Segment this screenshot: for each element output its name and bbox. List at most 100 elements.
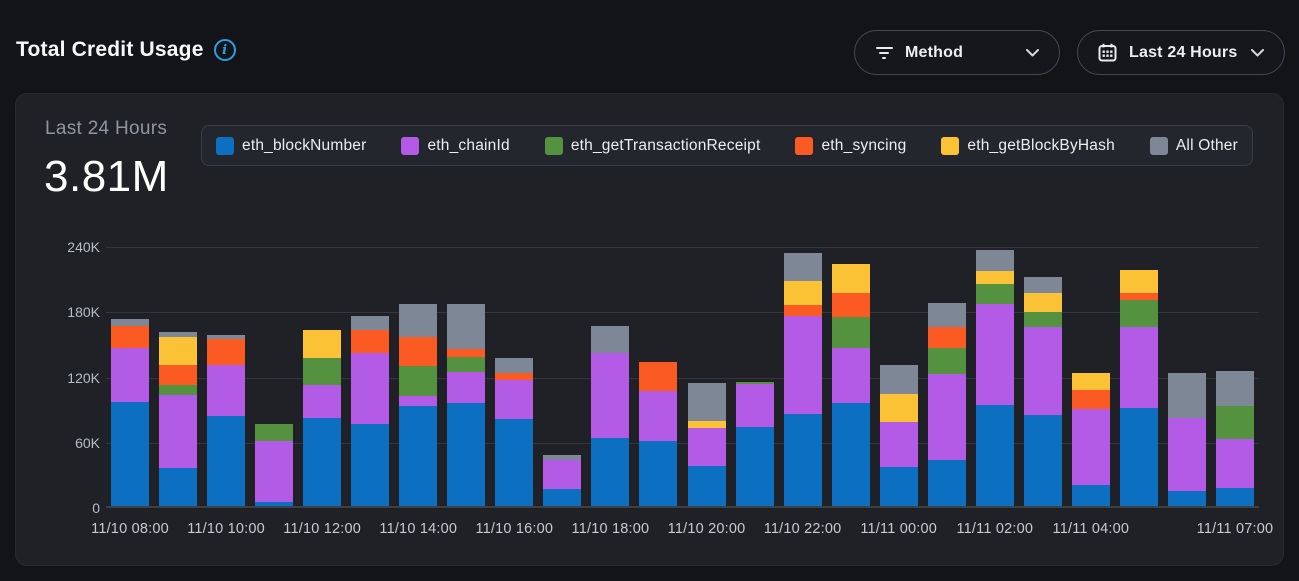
bar-segment <box>159 395 198 468</box>
x-axis-label: 11/10 14:00 <box>379 521 458 537</box>
bar-segment <box>1071 389 1110 410</box>
legend-item[interactable]: eth_getBlockByHash <box>941 136 1115 155</box>
legend-item[interactable]: eth_getTransactionReceipt <box>544 136 761 155</box>
bar <box>1216 371 1254 506</box>
bar-segment <box>1023 414 1062 506</box>
bar <box>927 302 966 506</box>
bar-segment <box>783 252 822 281</box>
bar-segment <box>1216 405 1254 439</box>
x-axis-label: 11/11 02:00 <box>956 521 1034 537</box>
bar-segment <box>735 382 774 385</box>
method-filter-label: Method <box>905 43 964 61</box>
bar-segment <box>831 348 870 403</box>
legend-label: eth_getBlockByHash <box>967 136 1115 154</box>
legend-swatch <box>795 136 814 155</box>
legend-item[interactable]: All Other <box>1149 136 1238 155</box>
bar-segment <box>927 348 966 375</box>
bar-segment <box>783 280 822 305</box>
bar-segment <box>1119 300 1158 327</box>
bar-segment <box>399 365 438 397</box>
bar-segment <box>399 405 438 506</box>
summary-period-label: Last 24 Hours <box>45 118 168 139</box>
legend-swatch <box>941 136 960 155</box>
bar-segment <box>783 413 822 506</box>
page-title: Total Credit Usage <box>16 38 204 61</box>
method-filter-dropdown[interactable]: Method <box>854 30 1060 75</box>
bar-segment <box>687 427 726 466</box>
x-axis-label: 11/10 20:00 <box>667 521 746 537</box>
calendar-icon <box>1098 43 1117 62</box>
bar-segment <box>351 329 390 353</box>
legend-swatch <box>401 136 420 155</box>
bar-segment <box>399 396 438 406</box>
bar-segment <box>447 349 486 358</box>
bar <box>207 335 246 506</box>
x-axis-label: 11/11 07:00 <box>1196 521 1274 537</box>
bar-segment <box>207 364 246 416</box>
bar-segment <box>927 326 966 349</box>
legend-label: eth_syncing <box>821 136 907 154</box>
bar <box>303 329 342 506</box>
bar-segment <box>1071 485 1110 506</box>
bar-segment <box>591 352 630 438</box>
legend-item[interactable]: eth_syncing <box>795 136 907 155</box>
bar-segment <box>1167 417 1206 491</box>
bar-segment <box>735 384 774 427</box>
bar-segment <box>1119 292 1158 301</box>
bar-segment <box>831 292 870 317</box>
bar-segment <box>303 385 342 418</box>
y-axis-label: 60K <box>75 434 100 451</box>
legend-item[interactable]: eth_blockNumber <box>216 136 366 155</box>
y-axis-label: 180K <box>67 304 100 321</box>
legend-swatch <box>544 136 563 155</box>
y-axis-label: 0 <box>92 500 100 516</box>
gridline <box>106 312 1259 314</box>
bar-segment <box>1119 408 1158 506</box>
bar-segment <box>255 424 294 441</box>
bar <box>687 383 726 506</box>
time-range-dropdown[interactable]: Last 24 Hours <box>1077 30 1285 75</box>
bar <box>1071 373 1110 506</box>
bar-segment <box>447 372 486 403</box>
x-axis-label: 11/10 12:00 <box>283 521 362 537</box>
bar-segment <box>879 364 918 395</box>
bar-segment <box>1071 373 1110 390</box>
bar-segment <box>927 374 966 461</box>
bar-segment <box>351 352 390 425</box>
x-axis-label: 11/10 22:00 <box>763 521 842 537</box>
bar-segment <box>1216 487 1254 506</box>
bar-segment <box>207 338 246 365</box>
bar <box>255 424 294 506</box>
bar <box>591 325 630 506</box>
bar-segment <box>447 303 486 350</box>
bar-segment <box>111 325 149 349</box>
bar-segment <box>831 263 870 293</box>
bar-segment <box>1119 326 1158 409</box>
credit-usage-card: Last 24 Hours 3.81M eth_blockNumber eth_c… <box>15 93 1284 566</box>
bar-segment <box>543 488 582 506</box>
summary-total-value: 3.81M <box>44 152 169 201</box>
info-icon[interactable]: i <box>213 39 236 61</box>
bar-segment <box>303 417 342 506</box>
bar-segment <box>975 303 1014 405</box>
y-axis-label: 240K <box>67 239 100 255</box>
bar-segment <box>303 329 342 359</box>
x-axis-label: 11/11 04:00 <box>1052 521 1130 537</box>
bar-segment <box>975 284 1014 304</box>
bar-segment <box>1167 373 1206 418</box>
bar-segment <box>975 271 1014 285</box>
bar-segment <box>255 440 294 502</box>
bar-segment <box>543 460 582 489</box>
x-axis-label: 11/11 00:00 <box>860 521 938 537</box>
bar <box>495 358 534 506</box>
x-axis-label: 11/10 10:00 <box>187 521 265 537</box>
gridline <box>106 247 1259 248</box>
legend-item[interactable]: eth_chainId <box>401 136 510 155</box>
bar-segment <box>111 348 149 402</box>
bar-segment <box>783 304 822 316</box>
bar-segment <box>1071 409 1110 486</box>
bar <box>975 250 1014 506</box>
bar-segment <box>639 362 678 391</box>
bar-segment <box>687 383 726 422</box>
x-axis-label: 11/10 08:00 <box>91 521 169 537</box>
